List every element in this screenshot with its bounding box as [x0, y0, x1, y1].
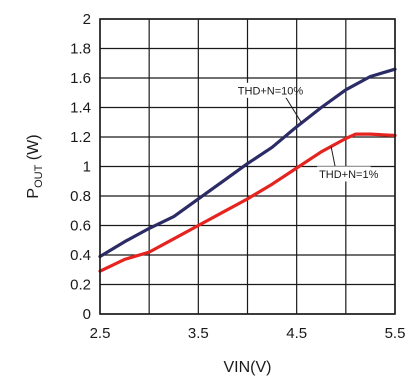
y-tick-label: 1.6 — [70, 70, 91, 87]
annotation-background — [235, 82, 296, 98]
plot-frame — [99, 18, 396, 315]
y-tick-label: 0.4 — [70, 247, 91, 264]
annotation-label: THD+N=10% — [238, 85, 304, 97]
y-axis-label-sub: OUT — [33, 164, 45, 188]
x-tick-label: 5.5 — [385, 325, 406, 342]
y-tick-label: 2 — [83, 11, 91, 28]
y-tick-label: 0.2 — [70, 277, 91, 294]
annotation-leader-line — [283, 93, 303, 124]
series-lines — [98, 67, 397, 273]
y-tick-label: 1.4 — [70, 100, 91, 117]
y-tick-label: 1.8 — [70, 41, 91, 58]
annotation-leader-line — [330, 146, 336, 167]
x-axis-label: VIN(V) — [224, 359, 272, 376]
y-axis-label: POUT (W) — [25, 134, 45, 198]
annotations: THD+N=10% THD+N=1% — [235, 82, 379, 182]
y-axis-label-unit: (W) — [25, 134, 42, 164]
y-tick-label: 1 — [83, 159, 91, 176]
x-tick-label: 4.5 — [286, 325, 307, 342]
series-line-0 — [98, 67, 397, 259]
series-line-1 — [98, 132, 397, 273]
x-tick-label: 2.5 — [90, 325, 111, 342]
y-tick-label: 1.2 — [70, 129, 91, 146]
x-tick-label: 3.5 — [188, 325, 209, 342]
annotation-background — [317, 166, 371, 182]
y-tick-label: 0 — [83, 306, 91, 323]
y-tick-label: 0.6 — [70, 218, 91, 235]
annotation-label: THD+N=1% — [319, 169, 379, 181]
y-axis-label-main: P — [25, 188, 42, 199]
tick-labels: 2.5 3.5 4.5 5.5 0 0.2 0.4 0.6 0.8 1 1.2 1.4 1.6 1.8 2 — [70, 11, 405, 342]
y-tick-label: 0.8 — [70, 188, 91, 205]
